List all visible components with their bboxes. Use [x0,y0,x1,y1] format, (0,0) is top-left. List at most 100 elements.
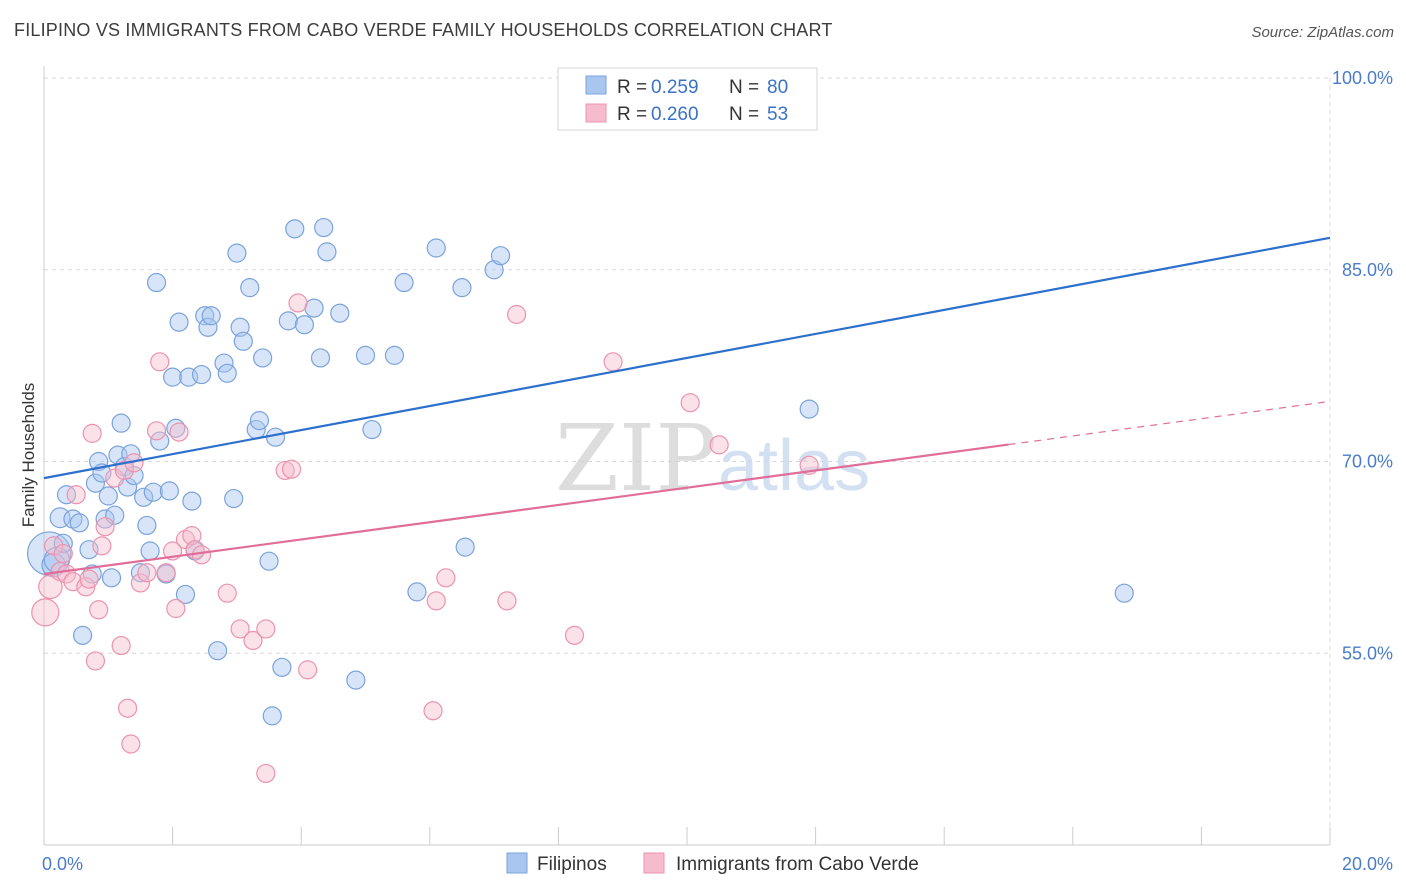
watermark: ZIP atlas [555,405,870,512]
filipinos-point-44 [208,641,228,661]
y-tick-label-1: 70.0% [1342,452,1393,472]
filipinos-point-69 [362,419,382,440]
x-tick-label-0: 0.0% [42,854,83,874]
cabo-verde-point-12 [89,600,109,620]
trend-line-0 [43,236,1331,480]
correlation-legend: R = 0.259 N = 80 R = 0.260 N = 53 [557,67,818,131]
source-credit: Source: ZipAtlas.com [1251,24,1394,41]
filipinos-point-46 [217,363,237,383]
filipinos-point-41 [195,306,215,326]
cabo-verde-point-44 [436,568,456,588]
filipinos-point-65 [317,242,337,262]
filipinos-point-35 [169,312,189,332]
y-tick-labels: 55.0% 70.0% 85.0% 100.0% [1332,68,1393,663]
filipinos-point-68 [355,345,376,365]
series-legend: Filipinos Immigrants from Cabo Verde [506,852,919,875]
filipinos-point-70 [384,345,405,365]
legend-r-value-2: 0.260 [651,104,699,125]
filipinos-point-14 [95,509,115,529]
cabo-verde-point-14 [95,517,115,537]
cabo-verde-point-4 [53,543,73,564]
cabo-verde-point-23 [146,421,167,441]
cabo-verde-point-16 [111,635,131,656]
cabo-verde-point-25 [156,563,176,583]
cabo-verde-point-49 [680,393,700,413]
filipinos-point-27 [140,541,160,561]
filipinos-point-63 [310,348,331,368]
filipinos-point-54 [253,348,273,368]
cabo-verde-point-38 [275,460,295,481]
filipinos-point-60 [285,219,305,239]
filipinos-point-56 [262,706,282,726]
trend-line-1-extension [1008,400,1331,446]
filipinos-point-33 [163,367,183,387]
filipinos-point-25 [134,487,154,507]
cabo-verde-point-39 [281,459,302,479]
cabo-verde-point-0 [31,598,60,627]
bottom-legend-label-filipinos: Filipinos [537,854,607,875]
filipinos-point-66 [330,303,350,323]
cabo-verde-point-35 [243,630,263,651]
cabo-verde-point-6 [63,572,83,592]
filipinos-point-76 [484,260,504,280]
filipinos-point-42 [198,317,218,337]
filipinos-point-58 [272,657,292,677]
filipinos-point-79 [1114,583,1134,603]
legend-n-value-2: 53 [767,104,788,125]
filipinos-point-62 [304,298,324,318]
filipinos-point-11 [85,473,106,493]
bottom-legend-swatch-cabo-verde [643,852,665,874]
legend-r-label-2: R = [617,104,647,125]
filipinos-point-43 [201,306,221,326]
filipinos-point-73 [426,238,446,258]
filipinos-point-29 [146,272,167,293]
filipinos-point-5 [56,485,77,505]
filipinos-point-77 [490,246,511,266]
cabo-verde-point-41 [298,660,318,680]
filipinos-point-26 [137,515,157,536]
cabo-verde-point-8 [76,577,96,597]
cabo-verde-point-40 [288,293,308,313]
cabo-verde-point-37 [256,619,276,639]
cabo-verde-point-43 [426,591,446,611]
legend-swatch-cabo-verde [585,103,607,123]
cabo-verde-point-13 [92,536,112,556]
axes [43,66,1331,846]
filipinos-point-74 [452,278,472,298]
cabo-verde-point-30 [182,526,202,546]
filipinos-point-19 [111,413,131,433]
cabo-verde-point-27 [166,598,186,619]
y-tick-label-3: 100.0% [1332,68,1393,88]
cabo-verde-point-50 [709,435,729,455]
filipinos-point-28 [143,482,163,502]
cabo-verde-point-33 [217,583,237,603]
filipinos-point-9 [79,540,99,560]
filipinos-point-78 [799,399,819,419]
cabo-verde-point-28 [169,422,189,442]
filipinos-point-75 [455,537,475,557]
trend-lines [43,236,1331,576]
cabo-verde-point-32 [191,545,212,565]
filipinos-point-24 [130,563,151,583]
filipinos-point-61 [294,315,315,335]
filipinos-point-36 [175,584,196,605]
filipinos-point-72 [407,582,427,602]
filipinos-point-59 [278,311,298,331]
cabo-verde-point-21 [130,573,151,593]
trend-line-1 [43,443,1009,576]
cabo-verde-point-42 [423,701,443,721]
cabo-verde-point-34 [230,619,250,639]
filipinos-point-30 [150,431,170,451]
y-tick-label-2: 85.0% [1342,260,1393,280]
watermark-zip: ZIP [555,405,717,512]
filipinos-point-8 [72,625,93,645]
cabo-verde-point-18 [117,698,138,718]
filipinos-point-57 [265,427,286,447]
cabo-verde-point-46 [507,304,527,325]
legend-r-value-1: 0.259 [651,77,699,98]
filipinos-point-51 [240,278,260,298]
cabo-verde-point-47 [564,625,585,645]
filipinos-point-16 [101,568,122,588]
filipinos-point-47 [224,488,244,509]
